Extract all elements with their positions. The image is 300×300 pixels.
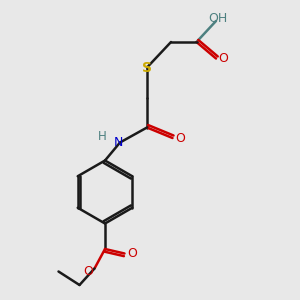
Text: O: O (83, 265, 93, 278)
Text: O: O (175, 131, 185, 145)
Text: O: O (219, 52, 228, 65)
Text: O: O (127, 247, 137, 260)
Text: S: S (142, 61, 152, 74)
Text: N: N (114, 136, 123, 149)
Text: OH: OH (208, 11, 227, 25)
Text: H: H (98, 130, 106, 143)
